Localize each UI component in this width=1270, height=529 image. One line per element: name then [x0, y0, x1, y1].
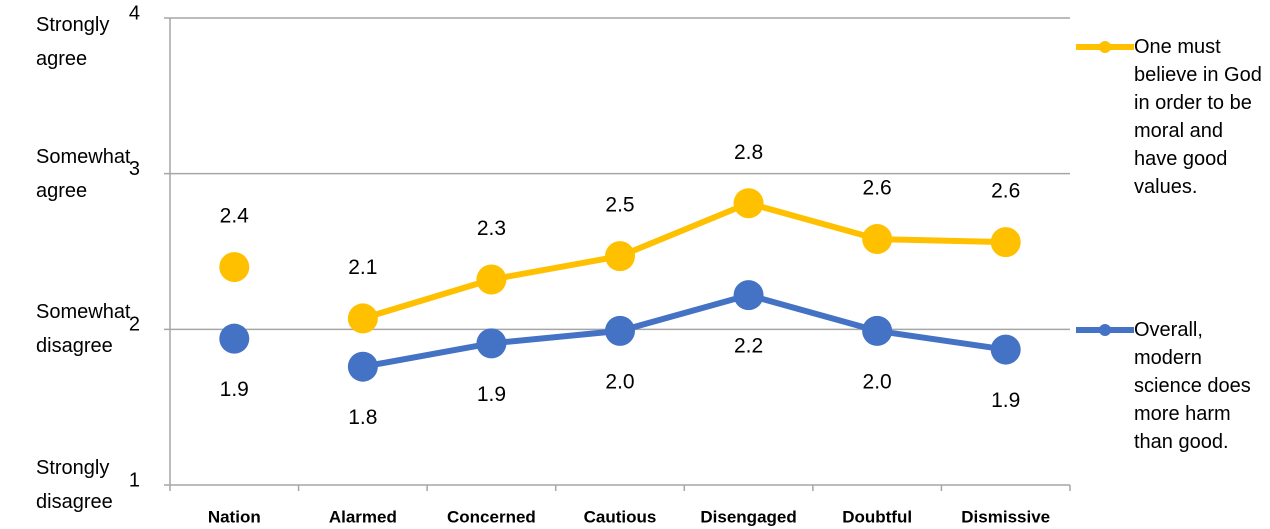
- data-point: [347, 351, 378, 382]
- data-label: 2.1: [348, 256, 377, 279]
- data-label: 2.6: [863, 177, 892, 200]
- x-tick-label: Nation: [208, 507, 261, 526]
- data-label: 1.9: [220, 378, 249, 401]
- data-point: [862, 224, 893, 255]
- data-point: [990, 334, 1021, 365]
- data-point: [605, 241, 635, 272]
- x-tick-label: Alarmed: [329, 507, 397, 526]
- data-label: 2.5: [605, 194, 634, 217]
- data-point: [862, 315, 893, 346]
- data-label: 2.6: [991, 180, 1020, 203]
- series-line: [361, 200, 1006, 322]
- x-tick-label: Cautious: [584, 507, 657, 526]
- x-tick-label: Disengaged: [700, 507, 796, 526]
- data-point: [219, 252, 250, 283]
- y-tick-label: 2: [129, 314, 140, 336]
- y-level-label: Somewhat disagree: [36, 301, 131, 358]
- data-point: [476, 328, 507, 359]
- x-tick-label: Concerned: [447, 507, 536, 526]
- data-point: [733, 188, 764, 219]
- data-point: [347, 303, 378, 334]
- data-label: 2.3: [477, 217, 506, 240]
- data-label: 2.4: [220, 205, 250, 228]
- series-line: [362, 292, 1007, 370]
- data-point: [219, 323, 250, 354]
- data-point: [733, 280, 764, 311]
- y-tick-label: 1: [129, 469, 140, 491]
- data-label: 2.2: [734, 335, 763, 358]
- y-tick-label: 4: [129, 2, 140, 24]
- x-tick-label: Doubtful: [842, 507, 912, 526]
- legend-label: One must believe in God in order to be m…: [1134, 36, 1262, 198]
- data-label: 2.0: [605, 370, 634, 393]
- data-label: 1.8: [348, 406, 377, 429]
- data-label: 2.0: [863, 370, 892, 393]
- data-label: 2.8: [734, 141, 763, 164]
- legend-marker: [1099, 324, 1111, 336]
- legend-marker: [1099, 41, 1111, 53]
- data-label: 1.9: [477, 383, 506, 406]
- x-tick-label: Dismissive: [961, 507, 1050, 526]
- y-tick-label: 3: [129, 158, 140, 180]
- data-point: [476, 264, 507, 295]
- y-level-label: Strongly agree: [36, 14, 110, 70]
- data-point: [990, 227, 1021, 258]
- data-point: [605, 315, 635, 346]
- y-level-label: Somewhat agree: [36, 145, 131, 202]
- data-label: 1.9: [991, 389, 1020, 412]
- legend-label: Overall, modern science does more harm t…: [1134, 319, 1251, 453]
- y-level-label: Strongly disagree: [36, 457, 113, 513]
